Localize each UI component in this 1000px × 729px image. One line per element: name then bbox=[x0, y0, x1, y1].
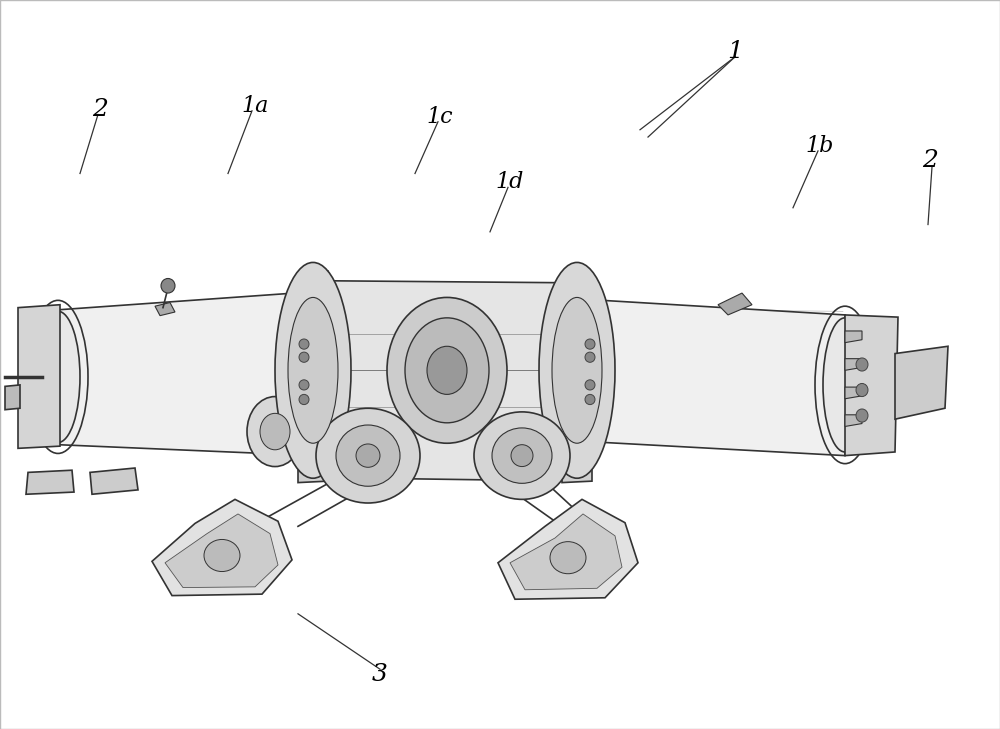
Text: 1b: 1b bbox=[806, 135, 834, 157]
Ellipse shape bbox=[293, 290, 337, 453]
Polygon shape bbox=[845, 315, 898, 456]
Polygon shape bbox=[895, 346, 948, 419]
Polygon shape bbox=[298, 271, 328, 483]
Ellipse shape bbox=[336, 425, 400, 486]
Polygon shape bbox=[845, 415, 862, 426]
Polygon shape bbox=[315, 281, 578, 481]
Ellipse shape bbox=[316, 408, 420, 503]
Polygon shape bbox=[26, 470, 74, 494]
Text: 1d: 1d bbox=[496, 171, 524, 193]
Ellipse shape bbox=[299, 394, 309, 405]
Polygon shape bbox=[718, 293, 752, 315]
Ellipse shape bbox=[204, 539, 240, 572]
Polygon shape bbox=[165, 514, 278, 588]
Ellipse shape bbox=[585, 394, 595, 405]
Ellipse shape bbox=[585, 380, 595, 390]
Text: 1c: 1c bbox=[427, 106, 453, 128]
Text: 1a: 1a bbox=[241, 95, 269, 117]
Ellipse shape bbox=[492, 428, 552, 483]
Ellipse shape bbox=[356, 444, 380, 467]
Ellipse shape bbox=[36, 311, 80, 443]
Ellipse shape bbox=[552, 297, 602, 443]
Ellipse shape bbox=[585, 352, 595, 362]
Polygon shape bbox=[510, 514, 622, 590]
Polygon shape bbox=[5, 385, 20, 410]
Polygon shape bbox=[152, 499, 292, 596]
Polygon shape bbox=[498, 499, 638, 599]
Ellipse shape bbox=[823, 318, 867, 452]
Ellipse shape bbox=[856, 409, 868, 422]
Ellipse shape bbox=[288, 297, 338, 443]
Ellipse shape bbox=[856, 383, 868, 397]
Text: 2: 2 bbox=[92, 98, 108, 121]
Ellipse shape bbox=[539, 262, 615, 478]
Polygon shape bbox=[578, 299, 845, 456]
Ellipse shape bbox=[247, 397, 303, 467]
Polygon shape bbox=[18, 305, 60, 448]
Polygon shape bbox=[845, 331, 862, 343]
Ellipse shape bbox=[427, 346, 467, 394]
Text: 1: 1 bbox=[727, 39, 743, 63]
Polygon shape bbox=[58, 292, 315, 456]
Ellipse shape bbox=[387, 297, 507, 443]
Ellipse shape bbox=[299, 380, 309, 390]
Ellipse shape bbox=[405, 318, 489, 423]
Ellipse shape bbox=[161, 278, 175, 293]
Ellipse shape bbox=[585, 339, 595, 349]
Text: 2: 2 bbox=[922, 149, 938, 172]
Ellipse shape bbox=[299, 352, 309, 362]
Ellipse shape bbox=[511, 445, 533, 467]
Polygon shape bbox=[90, 468, 138, 494]
Ellipse shape bbox=[260, 413, 290, 450]
Polygon shape bbox=[845, 387, 862, 399]
Polygon shape bbox=[562, 273, 592, 483]
Text: 3: 3 bbox=[372, 663, 388, 686]
Ellipse shape bbox=[474, 412, 570, 499]
Ellipse shape bbox=[856, 358, 868, 371]
Polygon shape bbox=[155, 303, 175, 316]
Ellipse shape bbox=[299, 339, 309, 349]
Ellipse shape bbox=[550, 542, 586, 574]
Ellipse shape bbox=[275, 262, 351, 478]
Polygon shape bbox=[845, 359, 862, 370]
Ellipse shape bbox=[556, 289, 600, 452]
